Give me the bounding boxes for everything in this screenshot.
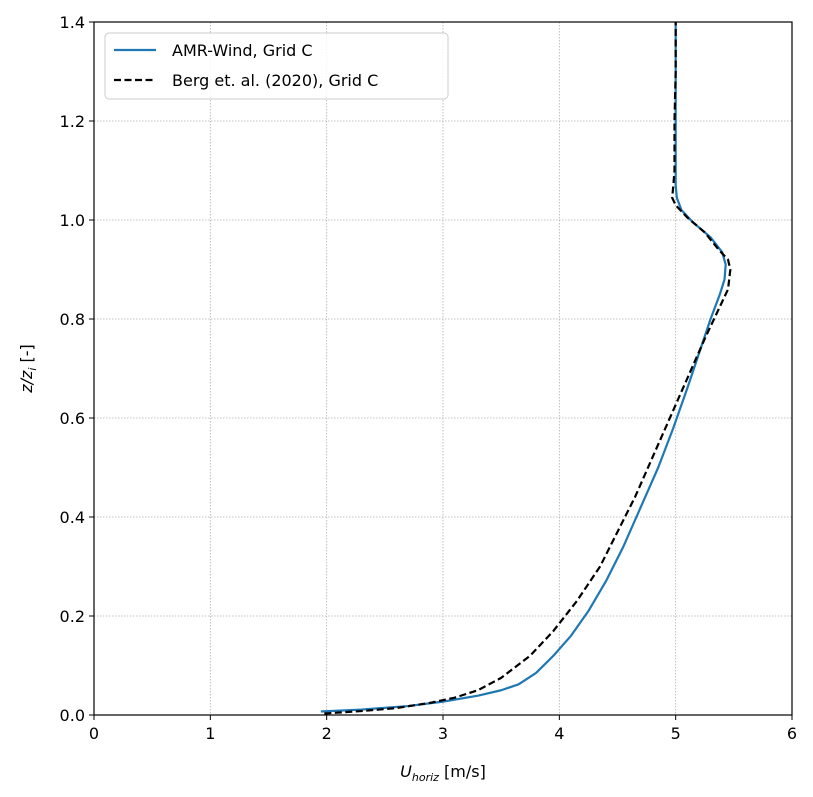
x-tick-label: 5 <box>671 724 681 743</box>
y-tick-label: 1.4 <box>60 13 85 32</box>
x-tick-label: 3 <box>438 724 448 743</box>
series-line-0 <box>320 22 727 713</box>
y-tick-label: 1.2 <box>60 112 85 131</box>
x-tick-label: 4 <box>554 724 564 743</box>
y-tick-label: 0.8 <box>60 310 85 329</box>
legend-label-berg: Berg et. al. (2020), Grid C <box>172 71 378 90</box>
ticks: 0 1 2 3 4 5 6 0.0 0.2 0.4 0.6 0.8 1.0 1.2 1.4 <box>60 13 798 743</box>
y-tick-label: 0.2 <box>60 607 85 626</box>
legend-box <box>104 32 449 100</box>
y-tick-label: 1.0 <box>60 211 85 230</box>
y-axis-label: z/zi [-] <box>17 344 39 394</box>
grid-lines <box>93 21 793 716</box>
x-tick-label: 1 <box>205 724 215 743</box>
x-tick-label: 2 <box>322 724 332 743</box>
x-tick-label: 6 <box>787 724 797 743</box>
x-axis-label: Uhoriz [m/s] <box>400 762 486 784</box>
y-tick-label: 0.4 <box>60 508 85 527</box>
series-line-1 <box>324 22 732 715</box>
y-tick-label: 0.6 <box>60 409 85 428</box>
x-tick-label: 0 <box>89 724 99 743</box>
series-layer <box>320 22 732 715</box>
y-tick-label: 0.0 <box>60 706 85 725</box>
legend: AMR-Wind, Grid C Berg et. al. (2020), Gr… <box>104 32 449 100</box>
legend-label-amr-wind: AMR-Wind, Grid C <box>172 41 313 60</box>
